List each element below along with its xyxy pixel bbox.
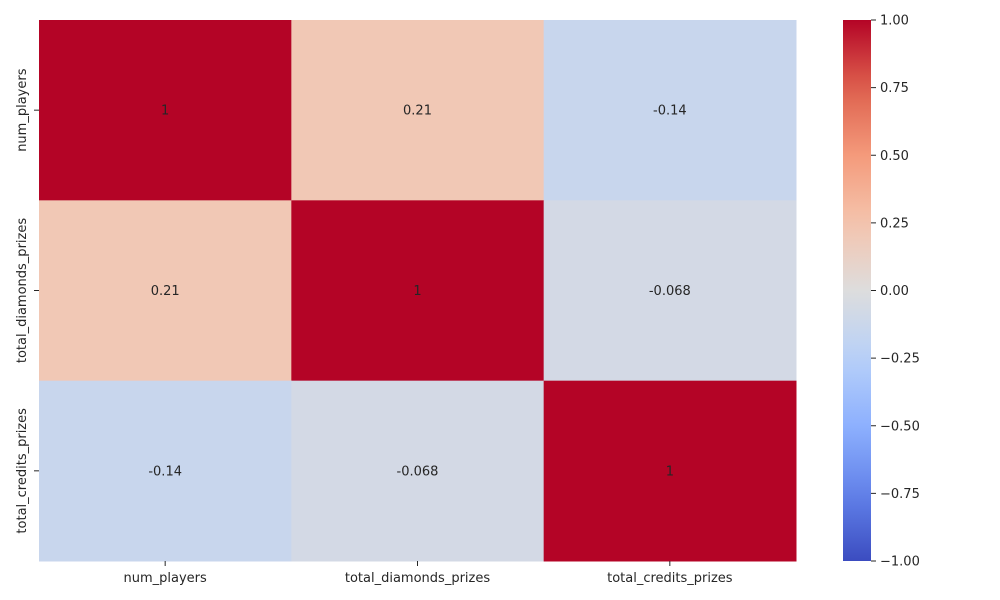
heatmap-cell-0-0 xyxy=(39,20,292,201)
colorbar-tick-label: −0.75 xyxy=(880,487,920,502)
heatmap-cell-0-1 xyxy=(291,20,545,201)
colorbar-tick-label: 0.00 xyxy=(880,284,909,299)
heatmap-cells xyxy=(39,20,797,562)
heatmap-cell-2-0 xyxy=(39,380,292,562)
cell-annotation: 1 xyxy=(413,284,421,299)
cell-annotation: 0.21 xyxy=(151,284,180,299)
x-tick-label: num_players xyxy=(124,571,208,586)
colorbar-ticks: 1.00 0.75 0.50 0.25 0.00 −0.25 −0.50 −0.75 −1.00 xyxy=(871,14,920,570)
y-axis: num_players total_diamonds_prizes total_cr… xyxy=(15,68,39,534)
heatmap-cell-1-1 xyxy=(291,200,545,382)
cell-annotation: -0.14 xyxy=(148,464,182,479)
y-tick-label: num_players xyxy=(15,68,30,152)
colorbar-tick-label: 0.50 xyxy=(880,149,909,164)
colorbar-tick-label: 0.75 xyxy=(880,81,909,96)
colorbar xyxy=(843,20,871,561)
cell-annotation: 0.21 xyxy=(403,104,432,119)
cell-annotation: 1 xyxy=(666,464,674,479)
x-tick-label: total_diamonds_prizes xyxy=(345,571,490,586)
x-tick-label: total_credits_prizes xyxy=(607,571,733,586)
heatmap-cell-0-2 xyxy=(543,20,797,201)
heatmap-cell-1-2 xyxy=(543,200,797,382)
colorbar-tick-label: 0.25 xyxy=(880,216,909,231)
colorbar-tick-label: −0.25 xyxy=(880,352,920,367)
y-tick-label: total_credits_prizes xyxy=(15,408,30,534)
colorbar-tick-label: −1.00 xyxy=(880,555,920,570)
cell-annotation: -0.068 xyxy=(397,464,439,479)
x-axis: num_players total_diamonds_prizes total_cr… xyxy=(124,561,733,586)
colorbar-tick-label: −0.50 xyxy=(880,419,920,434)
heatmap-cell-2-2 xyxy=(543,380,797,562)
cell-annotation: -0.068 xyxy=(649,284,691,299)
cell-annotation: -0.14 xyxy=(653,104,687,119)
y-tick-label: total_diamonds_prizes xyxy=(15,218,30,363)
cell-annotation: 1 xyxy=(161,104,169,119)
cell-annotations: 1 0.21 -0.14 0.21 1 -0.068 -0.14 -0.068 1 xyxy=(148,104,690,480)
heatmap-cell-2-1 xyxy=(291,380,545,562)
heatmap-cell-1-0 xyxy=(39,200,292,382)
colorbar-tick-label: 1.00 xyxy=(880,14,909,29)
